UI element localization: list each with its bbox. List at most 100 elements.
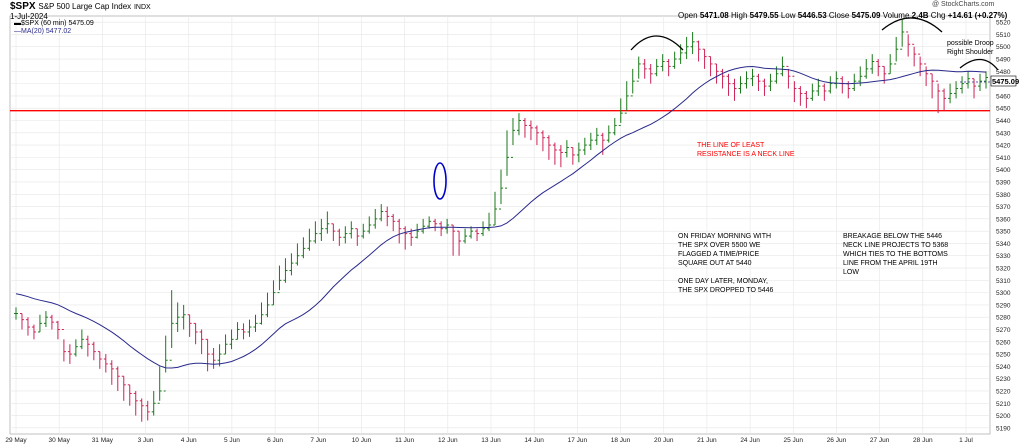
- price-bar: [379, 204, 384, 222]
- y-tick-label: 5210: [996, 401, 1011, 408]
- price-bar: [283, 258, 288, 283]
- shoulder-arc: [959, 58, 999, 71]
- price-bar: [19, 313, 24, 330]
- price-bar: [804, 90, 809, 109]
- price-bar: [79, 329, 84, 350]
- price-bar: [564, 140, 569, 158]
- x-tick-label: 6 Jun: [267, 437, 283, 444]
- price-bar: [193, 322, 198, 345]
- y-tick-label: 5480: [996, 69, 1011, 76]
- price-bar: [313, 221, 318, 244]
- price-bar: [361, 223, 366, 239]
- price-bar: [223, 334, 228, 355]
- price-bar: [624, 81, 629, 114]
- price-bar: [217, 344, 222, 367]
- price-bar: [139, 398, 144, 422]
- last-price-label: 5475.09: [992, 77, 1019, 86]
- price-bar: [528, 120, 533, 141]
- price-bar: [103, 354, 108, 373]
- y-tick-label: 5410: [996, 155, 1011, 162]
- price-bars: [13, 19, 989, 422]
- price-bar: [918, 53, 923, 77]
- x-tick-label: 4 Jun: [181, 437, 197, 444]
- price-bar: [385, 206, 390, 227]
- price-bar: [768, 73, 773, 91]
- watermark: @ StockCharts.com: [932, 1, 995, 8]
- price-bar: [660, 54, 665, 72]
- x-tick-label: 31 May: [92, 437, 114, 444]
- y-tick-label: 5450: [996, 106, 1011, 113]
- x-tick-label: 5 Jun: [224, 437, 240, 444]
- price-bar: [157, 366, 162, 404]
- price-bar: [762, 78, 767, 96]
- price-bar: [822, 83, 827, 101]
- price-bar: [487, 212, 492, 232]
- price-bar: [247, 319, 252, 337]
- price-bar: [397, 218, 402, 244]
- y-tick-label: 5330: [996, 253, 1011, 260]
- price-bar: [732, 78, 737, 101]
- price-bar: [205, 338, 210, 372]
- price-bar: [552, 142, 557, 165]
- price-bar: [954, 81, 959, 99]
- y-tick-label: 5280: [996, 315, 1011, 322]
- plot-background: [9, 15, 991, 435]
- price-bar: [786, 65, 791, 89]
- price-bar: [493, 191, 498, 226]
- price-bar: [984, 71, 989, 89]
- price-bar: [726, 73, 731, 96]
- annotation-droop: possible Droop Right Shoulder: [947, 40, 994, 56]
- price-bar: [588, 132, 593, 151]
- head-arc-right: [881, 17, 943, 33]
- annotation-friday: ON FRIDAY MORNING WITH THE SPX OVER 5500 …: [678, 233, 774, 294]
- price-bar: [265, 292, 270, 318]
- price-bar: [241, 323, 246, 340]
- price-bar: [235, 322, 240, 340]
- price-bar: [211, 347, 216, 369]
- ohlc-line: Open 5471.08 High 5479.55 Low 5446.53 Cl…: [678, 11, 1008, 20]
- index-name: S&P 500 Large Cap Index: [38, 2, 132, 11]
- price-bar: [259, 302, 264, 325]
- price-bar: [720, 68, 725, 89]
- price-bar: [85, 335, 90, 357]
- price-bar: [864, 59, 869, 79]
- price-bar: [67, 344, 72, 364]
- price-bar: [145, 400, 150, 421]
- price-bar: [594, 127, 599, 146]
- price-bar: [199, 329, 204, 355]
- price-bar: [612, 118, 617, 136]
- price-bar: [912, 43, 917, 67]
- price-bar: [960, 76, 965, 94]
- price-bar: [367, 216, 372, 234]
- price-bar: [499, 169, 503, 210]
- x-tick-label: 1 Jul: [959, 437, 973, 444]
- price-bar: [744, 71, 749, 89]
- price-bar: [558, 145, 563, 168]
- head-arc-left: [630, 35, 684, 51]
- price-bar: [307, 228, 312, 251]
- x-tick-label: 26 Jun: [827, 437, 847, 444]
- price-bar: [337, 228, 342, 246]
- price-bar: [277, 265, 282, 294]
- annotation-neckline: THE LINE OF LEAST RESISTANCE IS A NECK LI…: [697, 142, 795, 158]
- price-bar: [61, 329, 66, 362]
- ma20-line: [15, 65, 987, 369]
- price-bar: [37, 314, 42, 333]
- price-bar: [510, 118, 515, 158]
- price-bar: [391, 213, 396, 232]
- y-tick-label: 5520: [996, 20, 1011, 27]
- highlight-ellipse: [433, 162, 447, 200]
- y-tick-label: 5380: [996, 192, 1011, 199]
- price-bar: [433, 218, 438, 232]
- x-tick-label: 12 Jun: [438, 437, 458, 444]
- symbol-line: $SPX S&P 500 Large Cap Index INDX: [10, 1, 151, 12]
- price-bar: [936, 80, 941, 114]
- y-tick-label: 5510: [996, 32, 1011, 39]
- price-bar: [816, 78, 821, 96]
- price-bar: [798, 86, 803, 106]
- price-bar: [750, 68, 755, 87]
- y-tick-label: 5220: [996, 388, 1011, 395]
- price-bar: [930, 73, 935, 99]
- price-bar: [175, 302, 180, 332]
